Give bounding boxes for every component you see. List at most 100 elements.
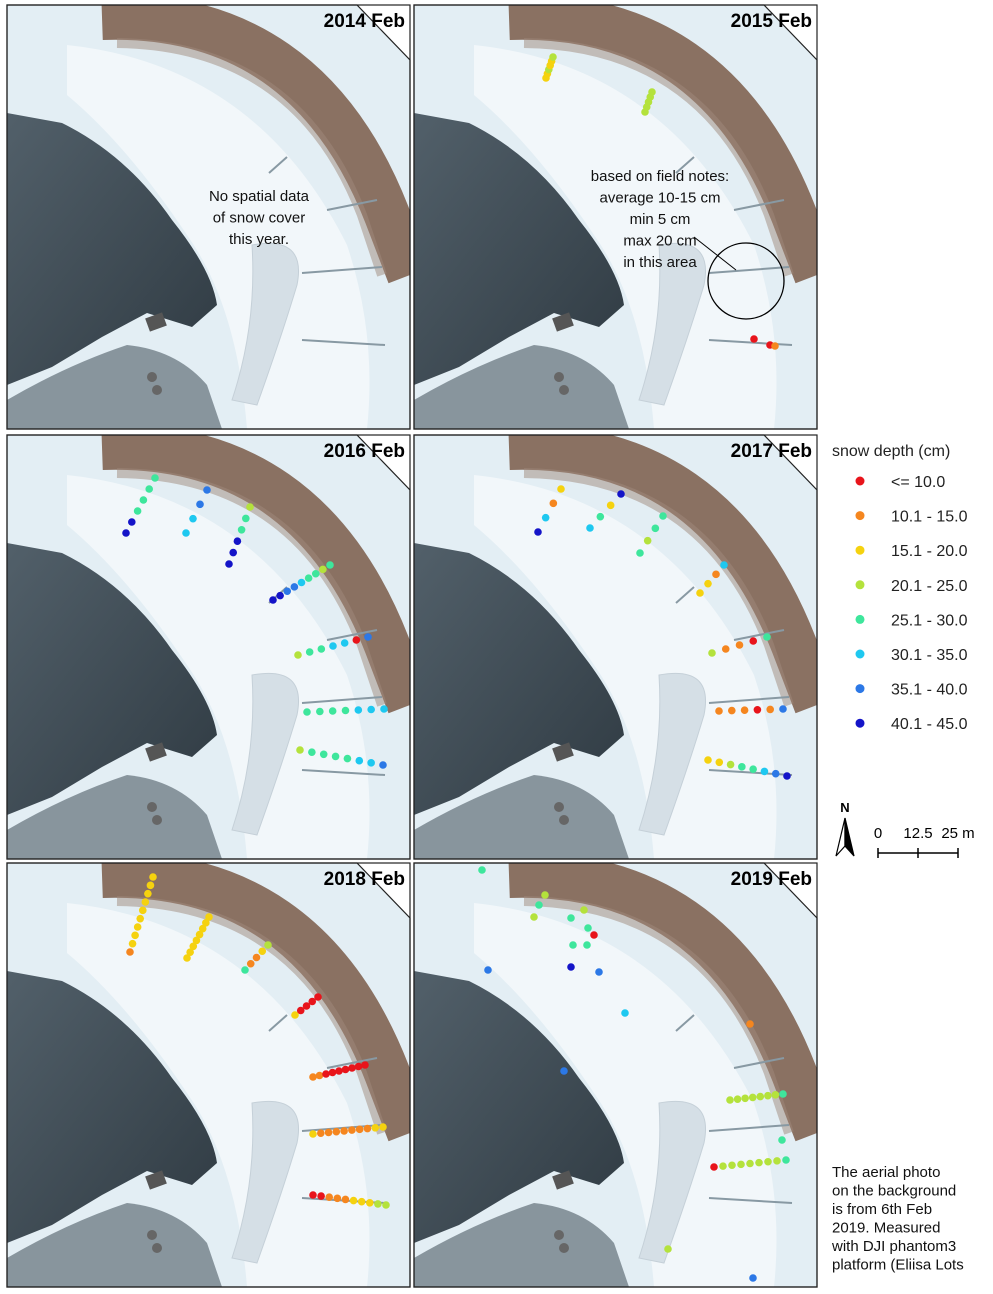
depth-point [541, 891, 549, 899]
panel-title: 2014 Feb [324, 11, 405, 32]
shed [559, 385, 569, 395]
depth-point [754, 706, 762, 714]
depth-point [139, 907, 147, 915]
panel-note: based on field notes: [591, 168, 729, 185]
legend-swatch [856, 546, 865, 555]
shed [152, 815, 162, 825]
depth-point [309, 1191, 317, 1199]
legend: snow depth (cm) <= 10.010.1 - 15.015.1 -… [832, 443, 968, 733]
depth-point [225, 560, 233, 568]
aerial-photo [7, 5, 410, 429]
legend-title: snow depth (cm) [832, 443, 950, 460]
depth-point [728, 1161, 736, 1169]
panel-title: 2017 Feb [731, 441, 812, 462]
shed [554, 1230, 564, 1240]
depth-point [276, 592, 284, 600]
depth-point [550, 500, 558, 508]
depth-point [145, 485, 153, 493]
depth-point [542, 514, 550, 522]
depth-point [484, 966, 492, 974]
depth-point [126, 948, 134, 956]
depth-point [246, 503, 254, 511]
depth-point [258, 947, 266, 955]
depth-point [584, 924, 592, 932]
map-panel: 2019 Feb [414, 863, 817, 1287]
panel-note: of snow cover [213, 210, 306, 227]
depth-point [652, 525, 660, 533]
depth-point [329, 1069, 337, 1077]
depth-point [234, 537, 242, 545]
legend-swatch [856, 615, 865, 624]
aerial-photo [414, 5, 817, 429]
shed [559, 1243, 569, 1253]
depth-point [580, 906, 588, 914]
depth-point [772, 770, 780, 778]
depth-point [749, 1094, 757, 1102]
depth-point [367, 706, 375, 714]
depth-point [708, 649, 716, 657]
depth-point [736, 641, 744, 649]
depth-point [750, 335, 758, 343]
depth-point [379, 761, 387, 769]
depth-point [322, 1070, 330, 1078]
depth-point [664, 1245, 672, 1253]
depth-point [704, 756, 712, 764]
depth-point [320, 750, 328, 758]
depth-point [364, 1125, 372, 1133]
depth-point [242, 515, 250, 523]
depth-point [715, 758, 723, 766]
depth-point [134, 923, 142, 931]
depth-point [350, 1197, 358, 1205]
caption-line: platform (Eliisa Lots [832, 1257, 964, 1274]
depth-point [659, 512, 667, 520]
caption-line: 2019. Measured [832, 1220, 940, 1237]
depth-point [590, 931, 598, 939]
depth-point [128, 518, 136, 526]
depth-point [348, 1064, 356, 1072]
depth-point [325, 1193, 333, 1201]
aerial-photo [7, 863, 410, 1287]
depth-point [317, 1129, 325, 1137]
depth-point [738, 763, 746, 771]
map-panel: 2017 Feb [414, 435, 817, 859]
depth-point [530, 913, 538, 921]
depth-point [746, 1160, 754, 1168]
depth-point [355, 757, 363, 765]
depth-point [269, 596, 277, 604]
depth-point [149, 873, 157, 881]
depth-point [583, 941, 591, 949]
depth-point [325, 1129, 333, 1137]
depth-point [136, 915, 144, 923]
depth-point [749, 765, 757, 773]
depth-point [761, 768, 769, 776]
depth-point [715, 707, 723, 715]
depth-point [617, 490, 625, 498]
depth-point [122, 529, 130, 537]
scale-label: 0 [874, 825, 882, 842]
caption-line: The aerial photo [832, 1164, 940, 1181]
map-panel: 2018 Feb [7, 863, 410, 1287]
depth-point [355, 706, 363, 714]
depth-point [644, 537, 652, 545]
depth-point [316, 1072, 324, 1080]
depth-point [749, 1274, 757, 1282]
depth-point [309, 1073, 317, 1081]
depth-point [755, 1159, 763, 1167]
depth-point [371, 1124, 379, 1132]
depth-point [129, 940, 137, 948]
depth-point [147, 882, 155, 890]
shed [147, 802, 157, 812]
shed [152, 385, 162, 395]
depth-point [607, 502, 615, 510]
aerial-photo [414, 435, 817, 859]
depth-point [296, 746, 304, 754]
depth-point [283, 587, 291, 595]
north-label: N [840, 800, 849, 815]
depth-point [746, 1020, 754, 1028]
aerial-photo [7, 435, 410, 859]
depth-point [366, 1199, 374, 1207]
depth-point [696, 589, 704, 597]
depth-point [764, 1158, 772, 1166]
depth-point [334, 1195, 342, 1203]
depth-point [134, 507, 142, 515]
